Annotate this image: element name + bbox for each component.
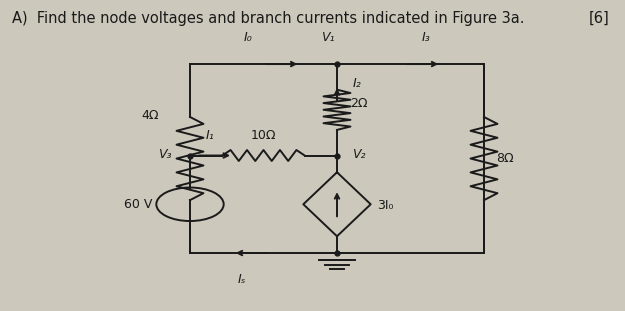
Text: 4Ω: 4Ω: [141, 109, 159, 123]
Text: V₂: V₂: [352, 148, 366, 161]
Text: 10Ω: 10Ω: [251, 129, 276, 142]
Text: 60 V: 60 V: [124, 198, 152, 211]
Text: Iₛ: Iₛ: [238, 273, 246, 286]
Text: 8Ω: 8Ω: [497, 152, 514, 165]
Text: V₃: V₃: [158, 148, 172, 161]
Text: I₀: I₀: [244, 31, 252, 44]
Text: 2Ω: 2Ω: [350, 97, 368, 110]
Text: I₃: I₃: [421, 31, 430, 44]
Text: I₁: I₁: [205, 129, 214, 142]
Text: 3I₀: 3I₀: [377, 199, 393, 212]
Text: I₂: I₂: [352, 77, 361, 91]
Text: A)  Find the node voltages and branch currents indicated in Figure 3a.: A) Find the node voltages and branch cur…: [12, 11, 525, 26]
Text: V₁: V₁: [321, 31, 334, 44]
Text: [6]: [6]: [589, 11, 609, 26]
